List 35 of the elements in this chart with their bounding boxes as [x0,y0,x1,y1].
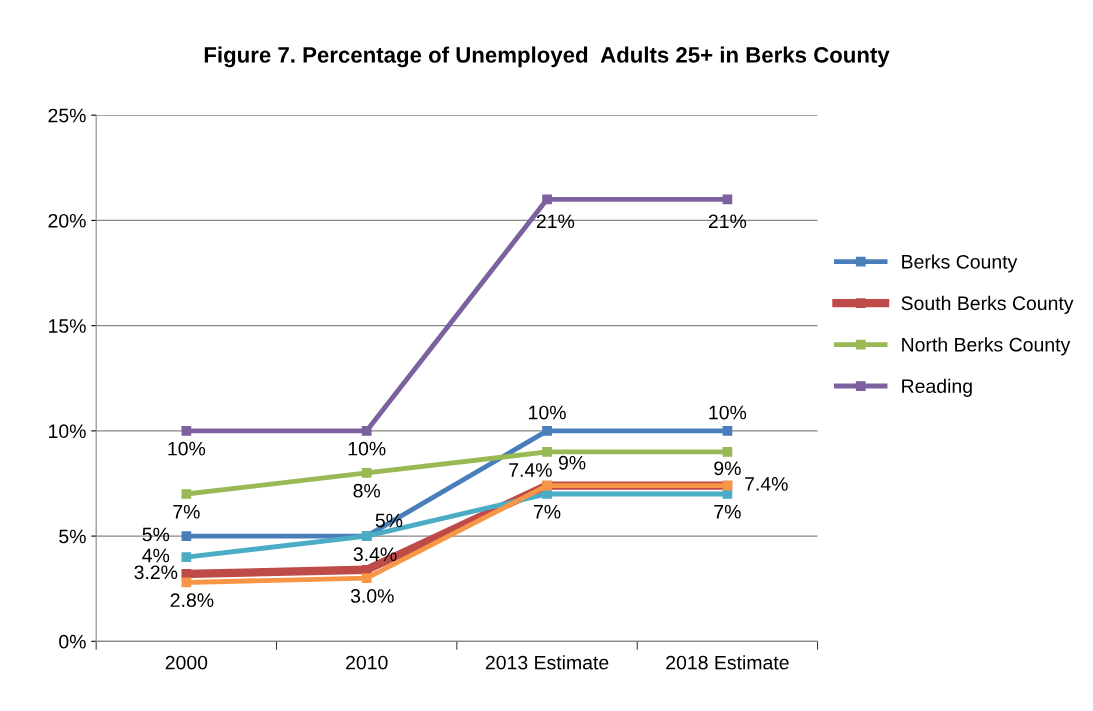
x-tick-label: 2013 Estimate [485,655,609,670]
data-label: 21% [708,214,747,229]
data-label: 10% [529,405,566,420]
data-label: 21% [536,214,575,229]
data-label: 7% [533,504,561,519]
x-tick-label: 2010 [346,655,388,670]
data-label: 2.8% [170,593,214,608]
data-label: 9% [558,455,586,470]
y-tick-label: 5% [59,529,86,544]
y-tick-label: 10% [49,424,86,439]
x-tick-label: 2018 Estimate [666,655,789,670]
data-label: 3.2% [134,565,178,580]
data-label: 9% [714,461,741,476]
x-tick-label: 2000 [165,655,208,670]
data-label: 10% [709,405,747,420]
data-label: 7% [714,504,741,519]
data-label: 3.4% [353,547,397,562]
y-tick-label: 15% [49,319,86,333]
legend-label: South Berks County [901,295,1074,314]
chart-title: Figure 7. Percentage of Unemployed Adults 25+ in Berks County [204,46,890,68]
legend-label: North Berks County [902,337,1071,356]
y-tick-label: 25% [48,108,86,123]
data-label: 10% [168,441,206,456]
data-label: 7% [173,504,200,519]
data-label: 7.4% [745,477,788,491]
data-label: 5% [142,527,170,542]
y-tick-label: 20% [48,213,86,228]
data-label: 8% [353,483,381,498]
y-tick-label: 0% [59,634,86,649]
data-label: 4% [142,548,170,563]
legend-label: Berks County [902,254,1018,273]
data-label: 7.4% [509,463,552,477]
legend-label: Reading [902,378,972,397]
data-label: 3.0% [350,589,394,603]
data-label: 10% [348,441,386,456]
